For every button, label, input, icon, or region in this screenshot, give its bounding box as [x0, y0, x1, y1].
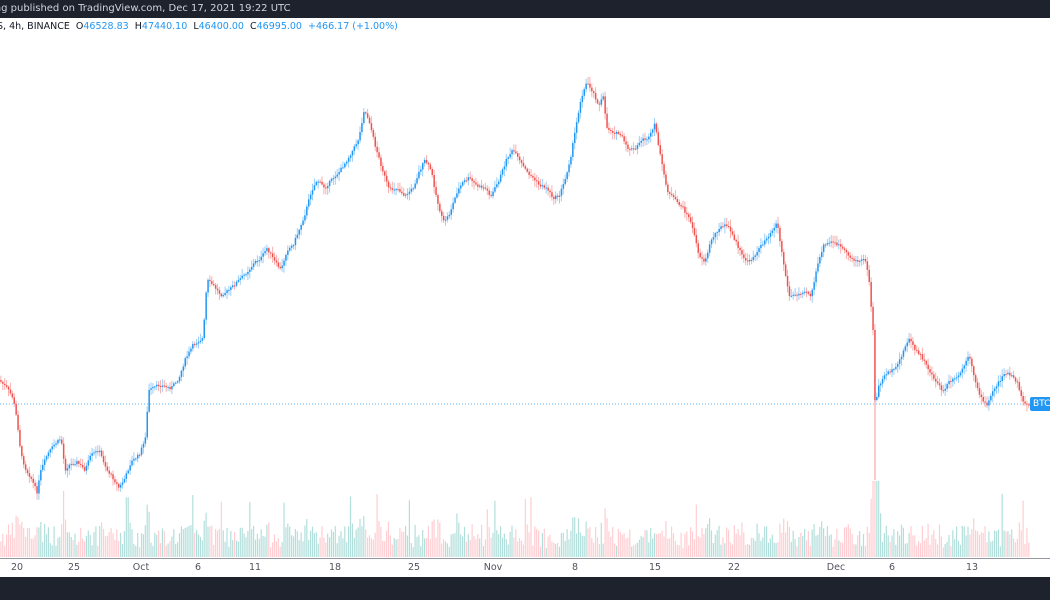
- published-text: ing published on TradingView.com, Dec 17…: [0, 3, 291, 14]
- volume-bars: [0, 481, 1030, 557]
- low-label: L: [193, 21, 199, 32]
- time-tick: 13: [965, 562, 979, 573]
- time-tick: 22: [727, 562, 741, 573]
- candlestick-plot[interactable]: [0, 34, 1050, 558]
- candles: [0, 76, 1030, 500]
- time-tick: Nov: [483, 562, 503, 573]
- time-tick: 18: [328, 562, 342, 573]
- time-tick: 6: [194, 562, 202, 573]
- time-tick: 6: [888, 562, 896, 573]
- symbol-legend: S, 4h, BINANCE O46528.83 H47440.10 L4640…: [0, 20, 398, 34]
- high-value: 47440.10: [141, 21, 188, 32]
- time-tick: 11: [248, 562, 262, 573]
- time-tick: 8: [571, 562, 579, 573]
- symbol-info: S, 4h, BINANCE: [0, 21, 70, 32]
- time-tick: 25: [67, 562, 81, 573]
- time-tick: Oct: [132, 562, 150, 573]
- high-label: H: [134, 21, 142, 32]
- change-value: +466.17 (+1.00%): [308, 21, 398, 32]
- open-value: 46528.83: [83, 21, 129, 32]
- time-tick: Dec: [826, 562, 846, 573]
- time-axis[interactable]: 20 25 Oct 6 11 18 25 Nov 8 15 22 Dec 6 13: [0, 558, 1050, 579]
- close-value: 46995.00: [256, 21, 302, 32]
- footer-bar: [0, 577, 1050, 600]
- time-tick: 15: [648, 562, 662, 573]
- close-label: C: [250, 21, 257, 32]
- last-price-tag: BTCUSDT: [1030, 397, 1050, 411]
- time-tick: 20: [10, 562, 24, 573]
- open-label: O: [75, 21, 84, 32]
- time-tick: 25: [407, 562, 421, 573]
- low-value: 46400.00: [198, 21, 244, 32]
- published-banner: ing published on TradingView.com, Dec 17…: [0, 0, 1050, 18]
- price-chart[interactable]: [0, 34, 1050, 558]
